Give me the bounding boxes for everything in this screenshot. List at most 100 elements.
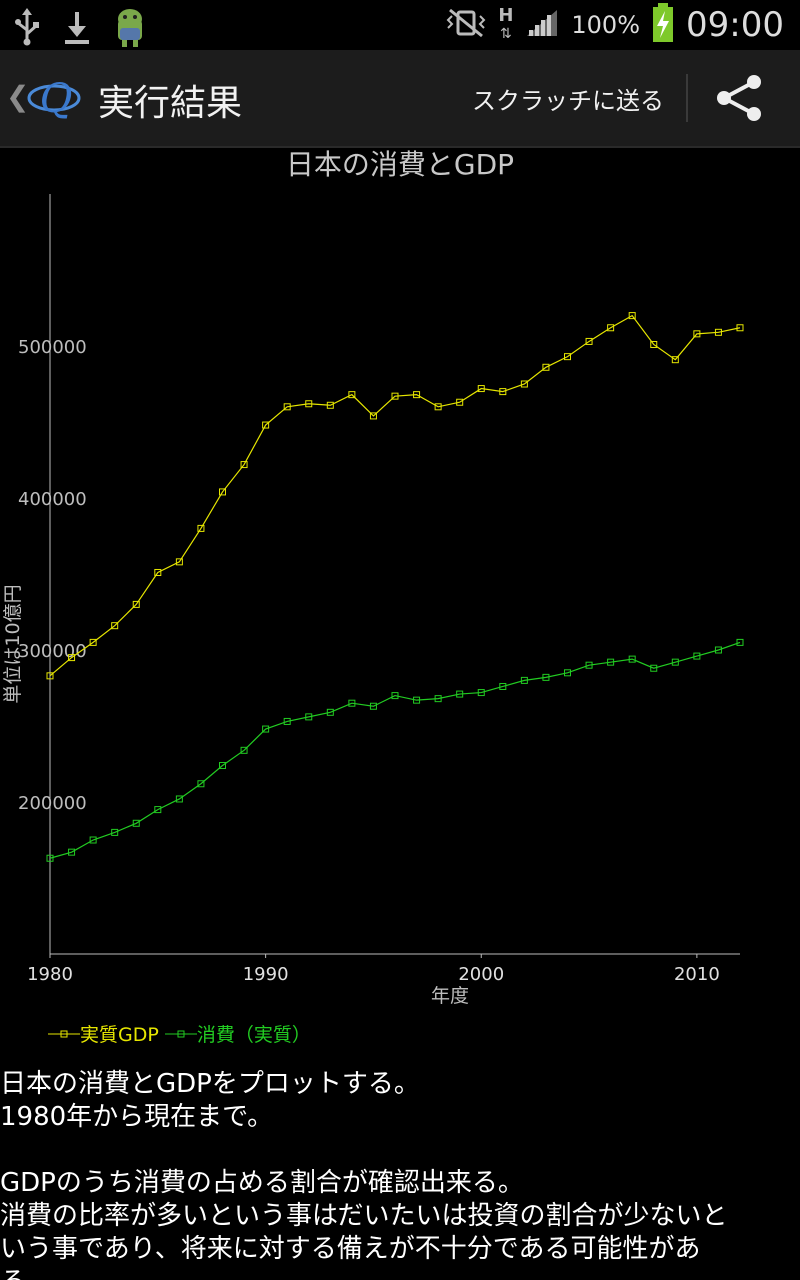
data-point [499, 682, 507, 690]
data-point [154, 806, 162, 814]
data-point [585, 661, 593, 669]
app-logo-icon[interactable]: Q [26, 74, 86, 128]
chart-plot: 200000 300000 400000 500000 1980 1990 2000 2010… [2, 194, 744, 1007]
y-tick-label: 400000 [18, 489, 87, 510]
chart-legend: 実質GDP 消費（実質） [48, 1020, 317, 1047]
data-point [413, 696, 421, 704]
description-line: 消費の比率が多いという事はだいたいは投資の割合が少ないと [0, 1201, 728, 1231]
legend-label: 消費（実質） [196, 1024, 311, 1046]
data-point [197, 524, 205, 532]
data-point [132, 600, 140, 608]
y-axis-label: 単位は10億円 [2, 584, 24, 703]
data-point [305, 400, 313, 408]
data-point [585, 337, 593, 345]
android-icon [112, 6, 148, 52]
data-point [348, 699, 356, 707]
y-tick-label: 500000 [18, 337, 87, 358]
description: 日本の消費とGDPをプロットする。 1980年から現在まで。 GDPのうち消費の… [0, 1068, 800, 1280]
data-point [736, 638, 744, 646]
battery-charging-icon [652, 3, 674, 47]
data-point [564, 353, 571, 361]
data-point [434, 403, 442, 411]
data-point [175, 795, 183, 803]
data-point [197, 780, 205, 788]
signal-icon [525, 8, 559, 42]
x-axis-label: 年度 [431, 985, 469, 1007]
data-point [607, 658, 615, 666]
chart: 日本の消費とGDP 200000 300000 400000 500000 1980 19… [0, 146, 800, 1046]
data-point [348, 391, 356, 399]
data-point [262, 421, 270, 429]
share-icon [717, 75, 761, 121]
x-tick-label: 1980 [27, 964, 73, 985]
data-point [326, 708, 334, 716]
data-point [154, 568, 162, 576]
legend-item: 消費（実質） [164, 1020, 311, 1047]
data-point [714, 646, 722, 654]
send-to-scratch-label: スクラッチに送る [472, 86, 664, 115]
data-point [542, 363, 550, 371]
description-line: GDPのうち消費の占める割合が確認出来る。 [0, 1168, 524, 1198]
data-point [68, 654, 76, 662]
back-chevron-icon[interactable]: ❮ [6, 80, 30, 113]
data-point [736, 324, 744, 332]
usb-icon [12, 8, 42, 50]
clock: 09:00 [686, 5, 784, 45]
data-point [671, 356, 679, 364]
x-tick-label: 1990 [243, 964, 289, 985]
description-line: る。 [0, 1266, 800, 1280]
network-type-icon: H ⇅ [498, 5, 514, 43]
legend-label: 実質GDP [80, 1024, 159, 1046]
data-point [434, 695, 442, 703]
svg-text:Q: Q [40, 76, 73, 122]
x-tick-label: 2010 [674, 964, 720, 985]
data-point [89, 638, 97, 646]
action-divider [686, 74, 688, 122]
series-line [49, 641, 741, 859]
download-icon [62, 8, 92, 50]
data-point [262, 725, 270, 733]
series-line [49, 314, 741, 677]
data-point [46, 854, 54, 862]
data-point [714, 328, 722, 336]
data-point [283, 403, 291, 411]
description-line: 日本の消費とGDPをプロットする。 [0, 1069, 420, 1099]
share-button[interactable] [708, 68, 772, 128]
legend-swatch [164, 1030, 197, 1037]
data-point [693, 330, 701, 338]
y-tick-label: 200000 [18, 793, 87, 814]
data-point [564, 669, 571, 677]
data-point [68, 848, 76, 856]
data-point [46, 672, 54, 680]
data-point [391, 392, 399, 400]
data-point [369, 702, 377, 710]
legend-swatch [48, 1030, 80, 1037]
data-point [132, 819, 140, 827]
send-to-scratch-button[interactable]: スクラッチに送る [460, 70, 676, 126]
data-point [283, 717, 291, 725]
screen-title: 実行結果 [98, 83, 243, 124]
network-type-label: H [498, 5, 514, 26]
data-point [111, 828, 119, 836]
data-point [89, 836, 97, 844]
data-point [628, 312, 636, 320]
y-tick-label: 300000 [18, 641, 87, 662]
data-point [305, 713, 313, 721]
data-point [693, 652, 701, 660]
vibrate-mute-icon [446, 8, 486, 42]
data-point [240, 461, 248, 469]
data-point [219, 762, 226, 770]
data-point [650, 664, 658, 672]
legend-item: 実質GDP [48, 1020, 159, 1047]
x-tick-label: 2000 [458, 964, 504, 985]
data-point [391, 692, 399, 700]
data-point [628, 655, 636, 663]
data-point [413, 391, 421, 399]
description-line: 1980年から現在まで。 [0, 1102, 274, 1132]
data-point [542, 673, 550, 681]
data-point [607, 324, 615, 332]
data-point [456, 398, 464, 406]
data-point [456, 690, 464, 698]
data-point [520, 380, 528, 388]
